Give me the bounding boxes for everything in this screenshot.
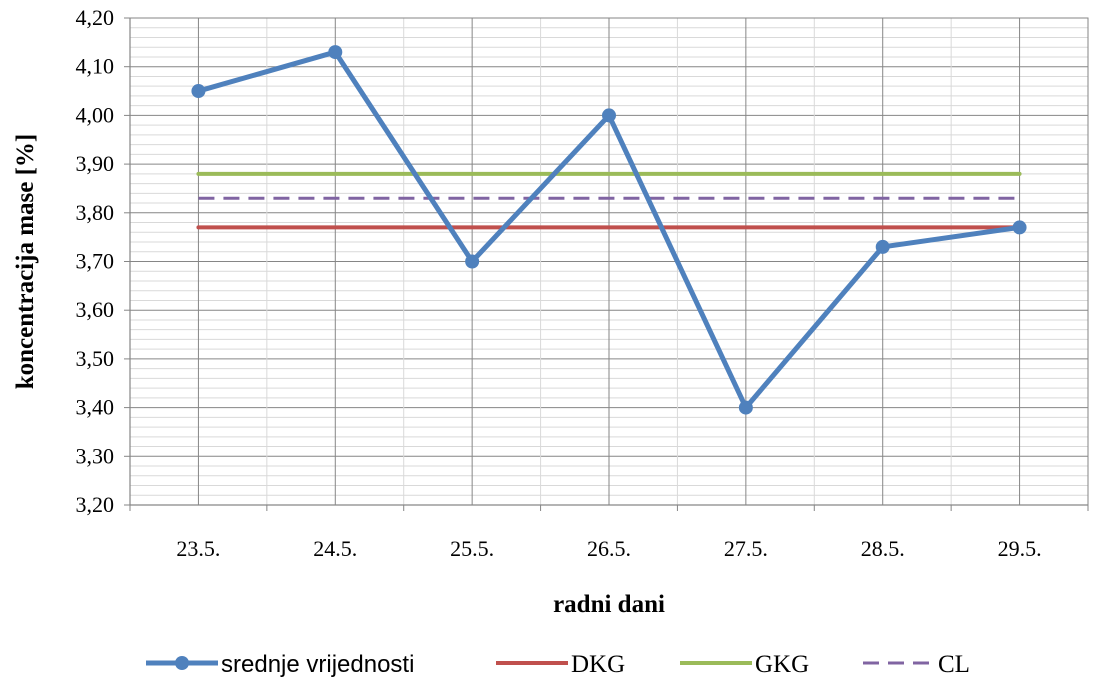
tick-labels: 3,20 3,30 3,40 3,50 3,60 3,70 3,80 3,90 4,00 4,10…	[76, 5, 1042, 561]
legend-item-srednje-vrijednosti: srednje vrijednosti	[146, 651, 414, 678]
data-point-srednje-vrijednosti	[465, 254, 480, 269]
data-point-srednje-vrijednosti	[1012, 220, 1027, 235]
y-tick-label: 3,50	[76, 346, 115, 371]
y-tick-label: 3,90	[76, 151, 115, 176]
x-tick-label: 27.5.	[724, 536, 768, 561]
y-tick-label: 4,20	[76, 5, 115, 30]
x-tick-label: 29.5.	[998, 536, 1042, 561]
data-point-srednje-vrijednosti	[328, 45, 343, 60]
legend-item-cl: CL	[863, 651, 970, 678]
y-tick-label: 3,80	[76, 200, 115, 225]
x-tick-label: 26.5.	[587, 536, 631, 561]
legend-marker-srednje-vrijednosti	[175, 656, 189, 670]
data-point-srednje-vrijednosti	[738, 400, 753, 415]
x-tick-label: 25.5.	[450, 536, 494, 561]
plot-series	[191, 45, 1027, 415]
y-tick-label: 3,40	[76, 395, 115, 420]
legend-label-dkg: DKG	[571, 651, 625, 678]
legend-item-gkg: GKG	[680, 651, 809, 678]
legend-label-srednje-vrijednosti: srednje vrijednosti	[221, 651, 414, 678]
y-tick-label: 4,10	[76, 54, 115, 79]
legend: srednje vrijednosti DKG GKG CL	[146, 651, 970, 678]
legend-label-gkg: GKG	[755, 651, 809, 678]
x-tick-label: 28.5.	[861, 536, 905, 561]
y-tick-label: 3,60	[76, 297, 115, 322]
data-point-srednje-vrijednosti	[875, 239, 890, 254]
y-tick-label: 4,00	[76, 102, 115, 127]
y-tick-label: 3,20	[76, 492, 115, 517]
y-axis-title: koncentracija mase [%]	[12, 134, 39, 390]
data-point-srednje-vrijednosti	[602, 108, 616, 123]
y-tick-label: 3,30	[76, 443, 115, 468]
x-tick-label: 23.5.	[176, 536, 220, 561]
legend-item-dkg: DKG	[496, 651, 625, 678]
grid	[130, 17, 1088, 506]
axes	[124, 17, 1089, 511]
y-tick-label: 3,70	[76, 249, 115, 274]
data-point-srednje-vrijednosti	[191, 84, 206, 99]
x-axis-title: radni dani	[553, 591, 665, 618]
legend-label-cl: CL	[938, 651, 970, 678]
x-tick-label: 24.5.	[313, 536, 357, 561]
